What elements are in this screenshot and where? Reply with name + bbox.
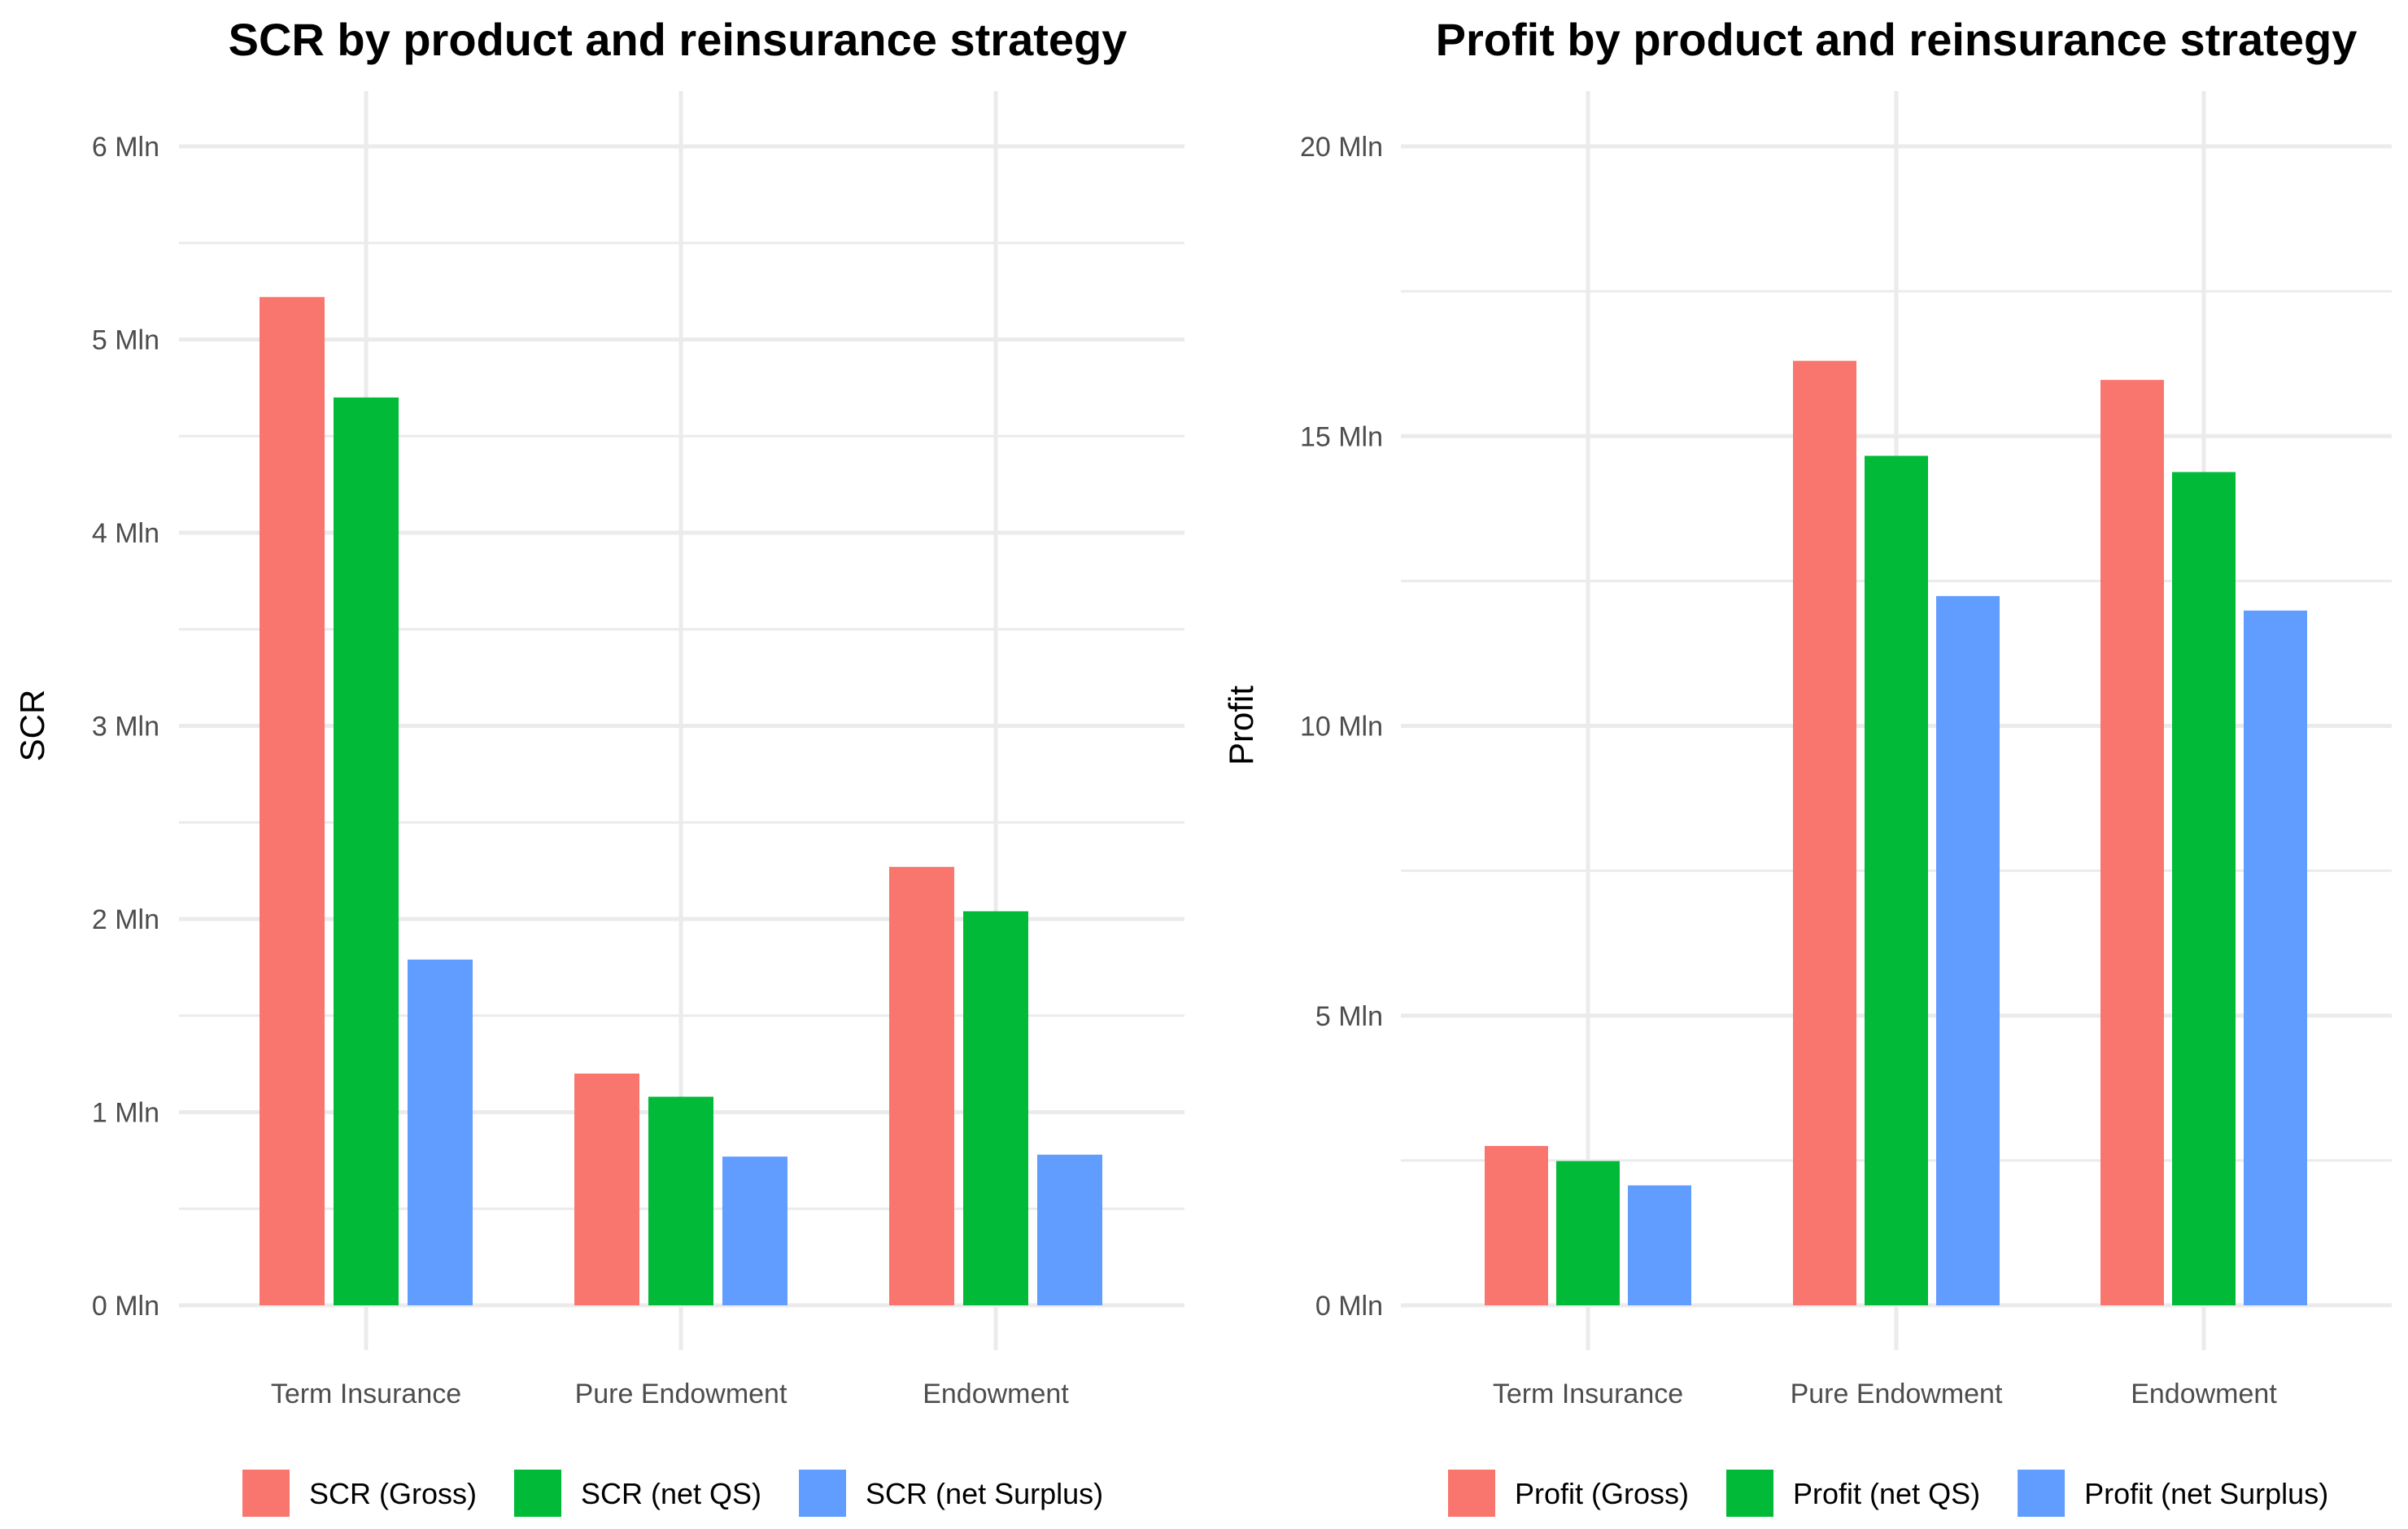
profit-y-tick-label: 20 Mln	[1300, 132, 1383, 163]
profit-legend-swatch	[1448, 1470, 1495, 1517]
scr-bars	[260, 297, 1102, 1305]
scr-x-tick-label: Endowment	[923, 1379, 1069, 1409]
profit-bars	[1485, 360, 2307, 1306]
profit-bar	[1485, 1146, 1548, 1305]
profit-bar	[1793, 360, 1856, 1305]
profit-legend-label: Profit (net QS)	[1793, 1477, 1980, 1510]
scr-legend-swatch	[242, 1470, 290, 1517]
scr-y-tick-label: 4 Mln	[92, 518, 159, 549]
profit-x-tick-label: Endowment	[2131, 1379, 2277, 1409]
scr-chart-title: SCR by product and reinsurance strategy	[229, 14, 1128, 65]
profit-chart-panel: Profit by product and reinsurance strate…	[1222, 14, 2392, 1517]
profit-x-ticks: Term Insurance Pure Endowment Endowment	[1493, 1379, 2277, 1409]
scr-bar	[648, 1096, 713, 1305]
scr-bar	[574, 1074, 639, 1305]
profit-y-ticks: 0 Mln 5 Mln 10 Mln 15 Mln 20 Mln	[1300, 132, 1383, 1322]
profit-bar	[1628, 1185, 1691, 1305]
scr-bar	[334, 397, 399, 1305]
scr-bar	[889, 866, 954, 1305]
scr-bar	[963, 911, 1028, 1305]
profit-y-tick-label: 0 Mln	[1315, 1291, 1383, 1322]
scr-chart-panel: SCR by product and reinsurance strategy …	[13, 14, 1184, 1517]
profit-x-tick-label: Term Insurance	[1493, 1379, 1683, 1409]
scr-y-tick-label: 3 Mln	[92, 712, 159, 743]
scr-bar	[1037, 1154, 1102, 1305]
profit-bar	[1865, 455, 1928, 1305]
scr-legend-swatch	[799, 1470, 847, 1517]
scr-y-tick-label: 5 Mln	[92, 325, 159, 356]
scr-legend-label: SCR (net QS)	[581, 1477, 761, 1510]
scr-bar	[260, 297, 325, 1305]
profit-bar	[2244, 610, 2307, 1305]
scr-legend-label: SCR (Gross)	[309, 1477, 477, 1510]
scr-legend-swatch	[514, 1470, 561, 1517]
scr-y-tick-label: 2 Mln	[92, 904, 159, 935]
scr-y-tick-label: 0 Mln	[92, 1291, 159, 1322]
scr-y-axis-label: SCR	[13, 690, 51, 762]
profit-legend-swatch	[2018, 1470, 2066, 1517]
scr-legend: SCR (Gross) SCR (net QS) SCR (net Surplus)	[242, 1470, 1103, 1517]
profit-x-tick-label: Pure Endowment	[1791, 1379, 2003, 1409]
scr-legend-label: SCR (net Surplus)	[866, 1477, 1103, 1510]
scr-y-tick-label: 6 Mln	[92, 132, 159, 163]
profit-y-tick-label: 10 Mln	[1300, 712, 1383, 743]
profit-bar	[2100, 380, 2164, 1306]
profit-bar	[1556, 1161, 1620, 1305]
profit-bar	[1936, 595, 2000, 1305]
profit-legend-label: Profit (Gross)	[1515, 1477, 1689, 1510]
scr-bar	[408, 959, 473, 1305]
scr-y-tick-label: 1 Mln	[92, 1098, 159, 1129]
profit-chart-title: Profit by product and reinsurance strate…	[1436, 14, 2358, 65]
profit-legend-label: Profit (net Surplus)	[2084, 1477, 2328, 1510]
profit-y-tick-label: 15 Mln	[1300, 421, 1383, 452]
profit-y-tick-label: 5 Mln	[1315, 1001, 1383, 1032]
profit-bar	[2172, 472, 2236, 1305]
scr-x-tick-label: Term Insurance	[271, 1379, 461, 1409]
profit-legend: Profit (Gross) Profit (net QS) Profit (net…	[1448, 1470, 2328, 1517]
scr-x-tick-label: Pure Endowment	[575, 1379, 787, 1409]
profit-y-axis-label: Profit	[1222, 686, 1260, 765]
scr-x-ticks: Term Insurance Pure Endowment Endowment	[271, 1379, 1069, 1409]
scr-bar	[722, 1157, 787, 1305]
profit-legend-swatch	[1726, 1470, 1774, 1517]
scr-y-ticks: 0 Mln 1 Mln 2 Mln 3 Mln 4 Mln 5 Mln 6 Mln	[92, 132, 159, 1322]
